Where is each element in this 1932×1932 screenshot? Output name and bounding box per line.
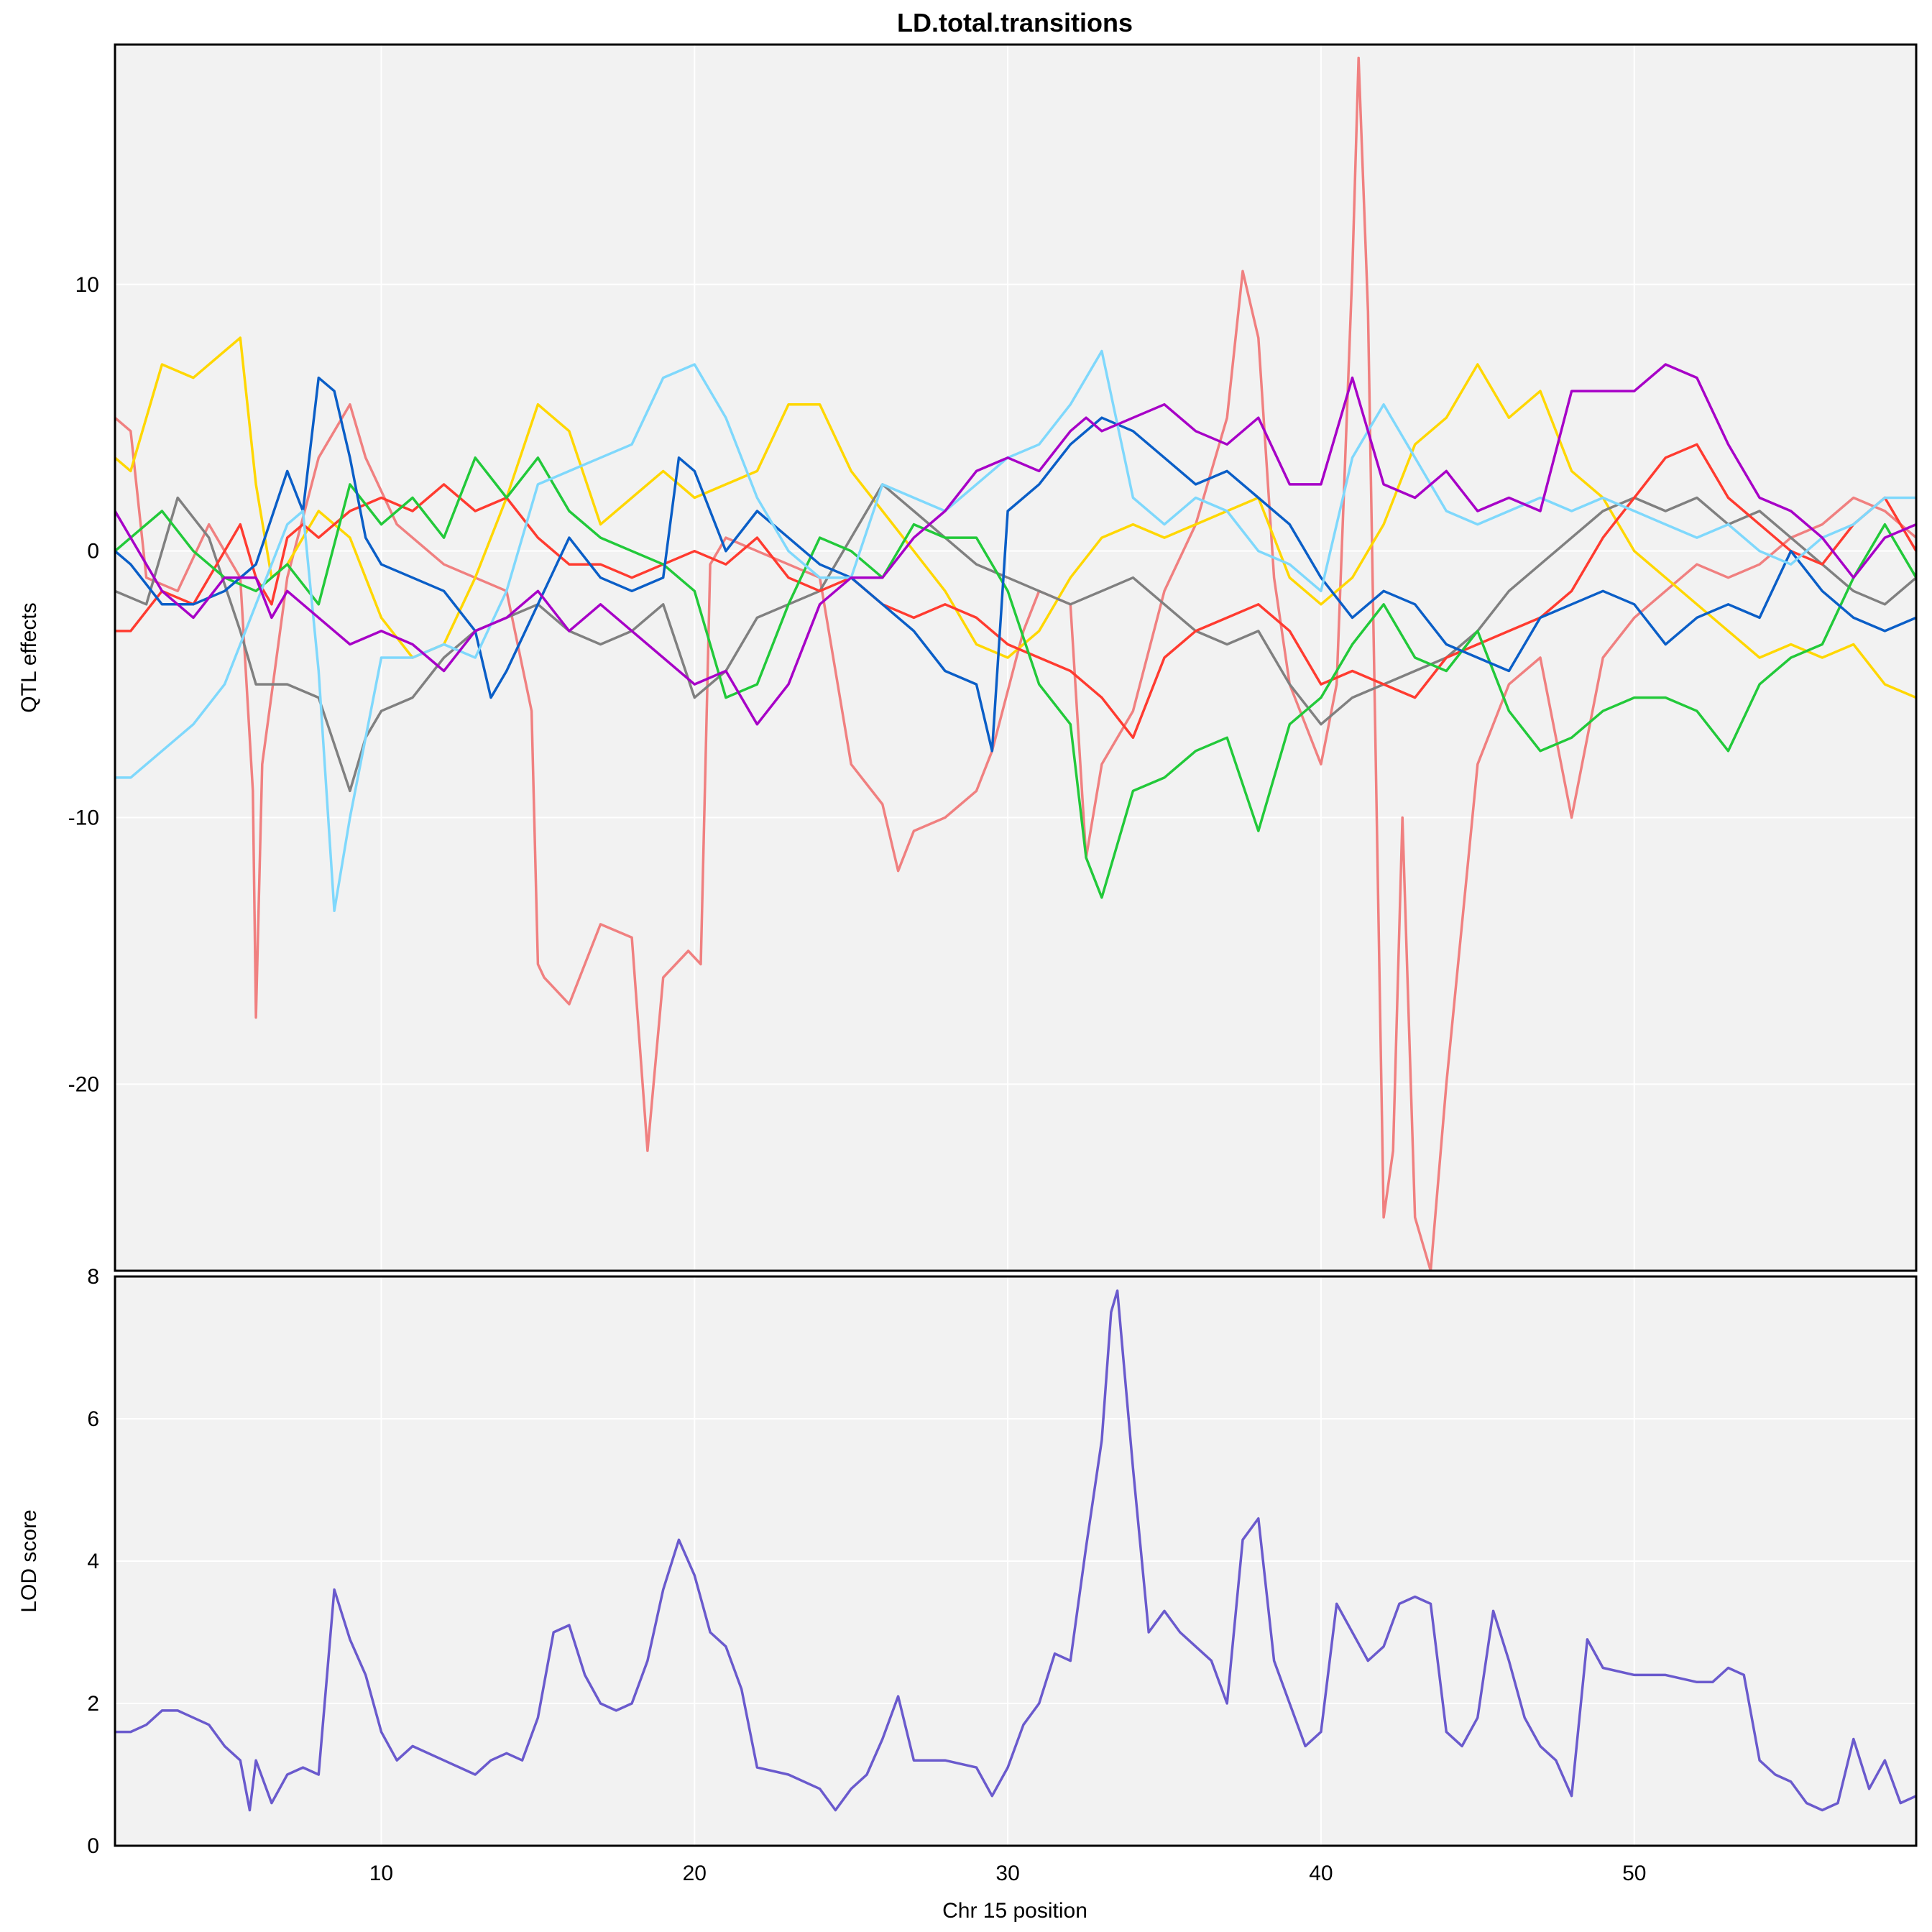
series-line [115,1289,1916,1812]
x-axis-ticks: 10 20 30 40 50 [369,1862,1647,1885]
series-group [115,1289,1916,1812]
y-tick-label: 0 [87,1834,99,1858]
qtl-effects-panel: -20 -10 0 10 QTL effects [17,43,1918,1272]
series-line [115,56,1916,1271]
x-tick-label: 50 [1622,1862,1646,1885]
x-tick-label: 20 [683,1862,707,1885]
series-line [115,456,1916,899]
y-axis-title: QTL effects [17,602,41,712]
y-tick-label: -10 [68,806,99,830]
series-line [115,483,1916,793]
y-tick-label: 6 [87,1407,99,1431]
x-tick-label: 40 [1309,1862,1333,1885]
y-tick-label: 0 [87,540,99,564]
series-group [115,56,1916,1271]
plot-frame [114,1275,1918,1847]
x-axis-title: Chr 15 position [942,1899,1087,1923]
y-tick-label: 2 [87,1692,99,1716]
x-tick-label: 10 [369,1862,393,1885]
y-tick-label: -20 [68,1072,99,1096]
y-tick-label: 4 [87,1550,99,1573]
chart-title: LD.total.transitions [897,8,1133,37]
lod-score-panel: 0 2 4 6 8 LOD score [17,1265,1918,1858]
x-tick-label: 30 [995,1862,1019,1885]
y-axis-title: LOD score [17,1509,41,1612]
series-line [115,363,1916,726]
series-line [115,443,1916,740]
series-line [115,349,1916,913]
y-tick-label: 10 [75,273,99,297]
series-line [115,376,1916,753]
plot-frame [114,43,1918,1272]
y-tick-label: 8 [87,1265,99,1289]
